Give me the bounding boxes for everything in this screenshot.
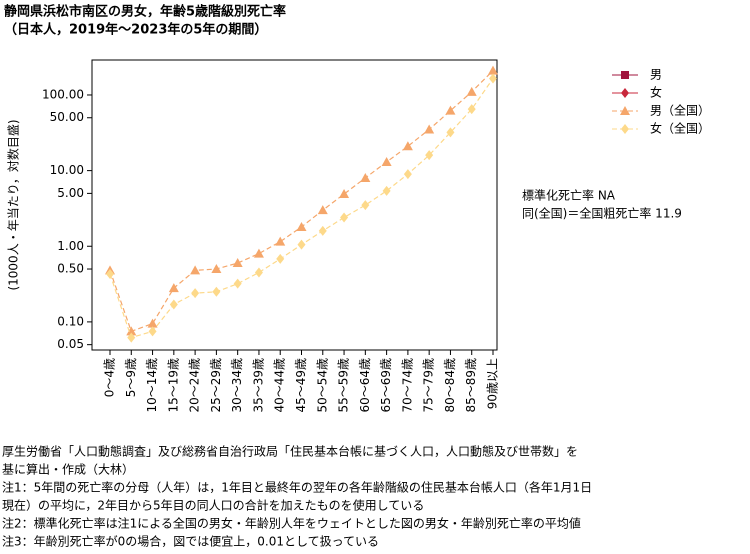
data-point xyxy=(254,267,263,278)
y-tick-label: 0.05 xyxy=(57,337,84,351)
data-point xyxy=(425,150,434,161)
x-tick-label: 85～89歳 xyxy=(464,358,478,413)
data-point xyxy=(445,105,456,115)
x-tick-label: 25～29歳 xyxy=(209,358,223,413)
footnote: 注3：年齢別死亡率が0の場合，図では便宜上，0.01として扱っている xyxy=(2,534,379,549)
x-tick-label: 35～39歳 xyxy=(251,358,265,413)
data-point xyxy=(489,73,497,84)
data-point xyxy=(361,200,370,211)
x-tick-label: 20～24歳 xyxy=(188,358,202,413)
data-point xyxy=(276,253,285,264)
y-tick-label: 0.50 xyxy=(57,262,84,276)
data-point xyxy=(232,258,243,268)
legend-marker xyxy=(621,88,629,98)
data-point xyxy=(488,65,498,75)
x-tick-label: 65～69歳 xyxy=(379,358,393,413)
x-tick-label: 55～59歳 xyxy=(337,358,351,413)
footnote: 基に算出・作成（大林） xyxy=(2,462,134,477)
x-tick-label: 40～44歳 xyxy=(273,358,287,413)
data-point xyxy=(296,221,307,231)
data-point xyxy=(253,248,264,258)
data-point xyxy=(211,264,222,274)
data-point xyxy=(190,265,201,275)
y-tick-label: 0.10 xyxy=(57,314,84,328)
annotation: 同(全国)＝全国粗死亡率 11.9 xyxy=(522,206,682,221)
footnote: 厚生労働省「人口動態調査」及び総務省自治行政局「住民基本台帳に基づく人口，人口動… xyxy=(2,444,578,459)
x-tick-label: 15～19歳 xyxy=(166,358,180,413)
y-tick-label: 1.00 xyxy=(57,239,84,253)
data-point xyxy=(466,86,477,96)
footnote: 注1：5年間の死亡率の分母（人年）は，1年目と最終年の翌年の各年齢階級の住民基本… xyxy=(2,480,592,495)
y-tick-label: 5.00 xyxy=(57,186,84,200)
y-tick-label: 50.00 xyxy=(50,110,84,124)
data-point xyxy=(126,326,137,336)
annotation: 標準化死亡率 NA xyxy=(522,188,616,203)
x-tick-label: 45～49歳 xyxy=(294,358,308,413)
legend-label: 男 xyxy=(650,68,662,82)
data-point xyxy=(233,278,242,289)
legend-label: 女（全国） xyxy=(650,121,710,136)
data-point xyxy=(446,127,455,138)
chart-title: 静岡県浜松市南区の男女，年齢5歳階級別死亡率 xyxy=(4,4,286,20)
data-point xyxy=(360,172,371,182)
data-point xyxy=(147,318,158,328)
footnote: 現在）の平均に，2年目から5年目の同人口の合計を加えたものを使用している xyxy=(2,498,424,513)
y-tick-label: 100.00 xyxy=(42,87,84,101)
data-point xyxy=(212,286,221,297)
data-point xyxy=(169,299,178,310)
x-tick-label: 0～4歳 xyxy=(103,358,117,397)
data-point xyxy=(339,189,350,199)
data-point xyxy=(340,212,349,223)
data-point xyxy=(106,268,114,279)
legend-marker xyxy=(621,71,629,79)
chart-subtitle: （日本人，2019年～2023年の5年の期間） xyxy=(4,22,267,38)
data-point xyxy=(318,225,327,236)
series-line xyxy=(109,70,494,333)
x-tick-label: 80～84歳 xyxy=(443,358,457,413)
data-point xyxy=(168,283,179,293)
x-tick-label: 10～14歳 xyxy=(145,358,159,413)
y-axis-label: (1000人・年当たり，対数目盛) xyxy=(6,119,21,290)
footnote: 注2：標準化死亡率は注1による全国の男女・年齢別人年をウェイトとした図の男女・年… xyxy=(2,516,581,531)
data-point xyxy=(317,205,328,215)
data-point xyxy=(382,185,391,196)
x-tick-label: 75～79歳 xyxy=(422,358,436,413)
x-tick-label: 50～54歳 xyxy=(315,358,329,413)
y-tick-label: 10.00 xyxy=(50,163,84,177)
legend-label: 男（全国） xyxy=(650,103,710,118)
legend-marker xyxy=(621,124,629,134)
legend-marker xyxy=(620,106,630,115)
legend-label: 女 xyxy=(650,85,662,100)
x-tick-label: 70～74歳 xyxy=(400,358,414,413)
data-point xyxy=(275,236,286,246)
data-point xyxy=(297,239,306,250)
x-tick-label: 30～34歳 xyxy=(230,358,244,413)
data-point xyxy=(148,326,157,337)
data-point xyxy=(381,156,392,166)
x-tick-label: 90歳以上 xyxy=(486,358,500,409)
data-point xyxy=(191,288,200,299)
plot-frame xyxy=(91,59,498,351)
data-point xyxy=(467,104,476,115)
data-point xyxy=(402,141,413,151)
x-tick-label: 5～9歳 xyxy=(124,358,138,397)
data-point xyxy=(403,169,412,180)
x-tick-label: 60～64歳 xyxy=(358,358,372,413)
data-point xyxy=(424,124,435,134)
data-point xyxy=(127,332,136,343)
